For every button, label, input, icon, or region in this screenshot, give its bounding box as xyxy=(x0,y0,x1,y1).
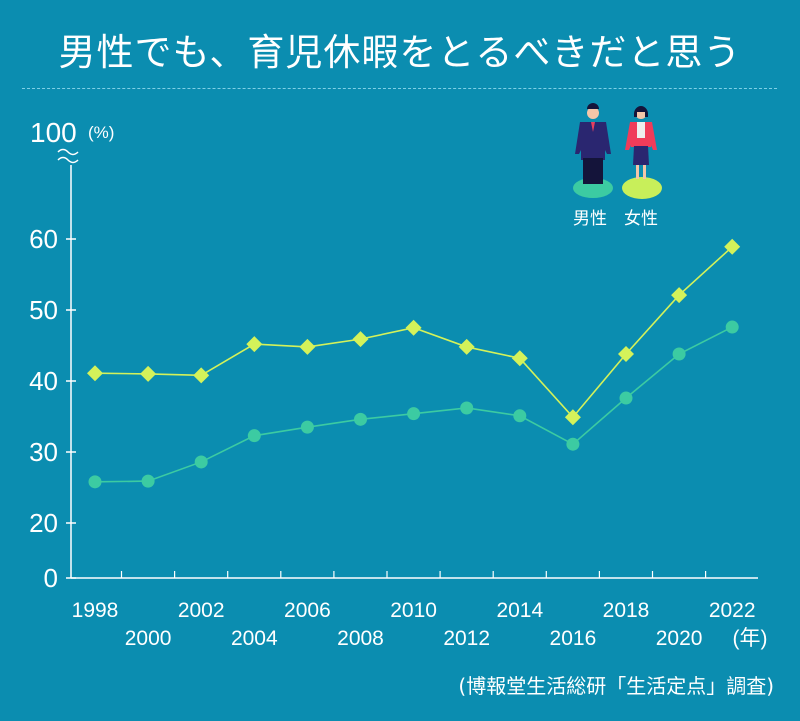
data-point-men xyxy=(619,391,633,405)
y-tick-label: 40 xyxy=(29,366,58,396)
title-divider xyxy=(22,88,777,89)
data-point-men xyxy=(300,420,314,434)
data-point-women xyxy=(618,346,634,363)
x-tick-label: 2002 xyxy=(178,599,225,622)
chart-title: 男性でも、育児休暇をとるべきだと思う xyxy=(58,31,742,74)
data-point-women xyxy=(724,238,741,255)
data-point-women xyxy=(140,365,157,382)
y-tick-label: 0 xyxy=(44,563,58,593)
series-line-men xyxy=(94,326,733,483)
data-point-women xyxy=(458,338,475,355)
data-point-men xyxy=(194,455,208,469)
x-unit-label: (年) xyxy=(733,627,768,650)
legend-women-label: 女性 xyxy=(624,209,658,229)
x-tick-label: 2022 xyxy=(709,599,756,622)
data-point-men xyxy=(141,474,155,488)
x-tick-label: 2020 xyxy=(656,627,703,650)
data-point-men xyxy=(513,409,527,423)
data-point-women xyxy=(511,350,528,367)
y-tick-label: 100 xyxy=(30,117,77,148)
data-point-women xyxy=(87,365,103,382)
y-unit-label: (%) xyxy=(88,123,114,142)
data-point-men xyxy=(88,475,102,489)
data-point-men xyxy=(407,407,421,421)
data-point-women xyxy=(352,331,369,348)
source-note: (博報堂生活総研「生活定点」調査) xyxy=(458,674,774,698)
data-point-men xyxy=(725,320,739,334)
data-point-women xyxy=(246,336,263,353)
data-point-men xyxy=(354,412,367,426)
y-tick-label: 60 xyxy=(29,224,58,254)
x-tick-label: 2006 xyxy=(284,599,331,622)
y-tick-label: 30 xyxy=(29,437,58,467)
legend-men-label: 男性 xyxy=(573,209,607,229)
x-tick-label: 2008 xyxy=(337,627,384,650)
data-point-women xyxy=(299,338,316,355)
x-tick-label: 2010 xyxy=(390,599,437,622)
y-tick-label: 50 xyxy=(29,295,58,325)
data-point-women xyxy=(405,319,422,336)
y-tick-label: 20 xyxy=(29,508,58,538)
data-point-men xyxy=(566,437,580,451)
data-point-men xyxy=(672,347,686,361)
data-point-women xyxy=(671,287,688,304)
x-tick-label: 2012 xyxy=(443,627,490,650)
x-tick-label: 2016 xyxy=(550,627,597,650)
data-point-women xyxy=(564,409,581,426)
data-point-women xyxy=(193,367,210,384)
data-point-men xyxy=(247,429,261,443)
x-tick-label: 2000 xyxy=(125,627,172,650)
axis-break-icon xyxy=(57,148,79,164)
x-tick-label: 2014 xyxy=(496,599,543,622)
data-point-men xyxy=(460,401,474,415)
x-tick-label: 2018 xyxy=(603,599,650,622)
x-tick-label: 1998 xyxy=(72,599,119,622)
x-tick-label: 2004 xyxy=(231,627,278,650)
